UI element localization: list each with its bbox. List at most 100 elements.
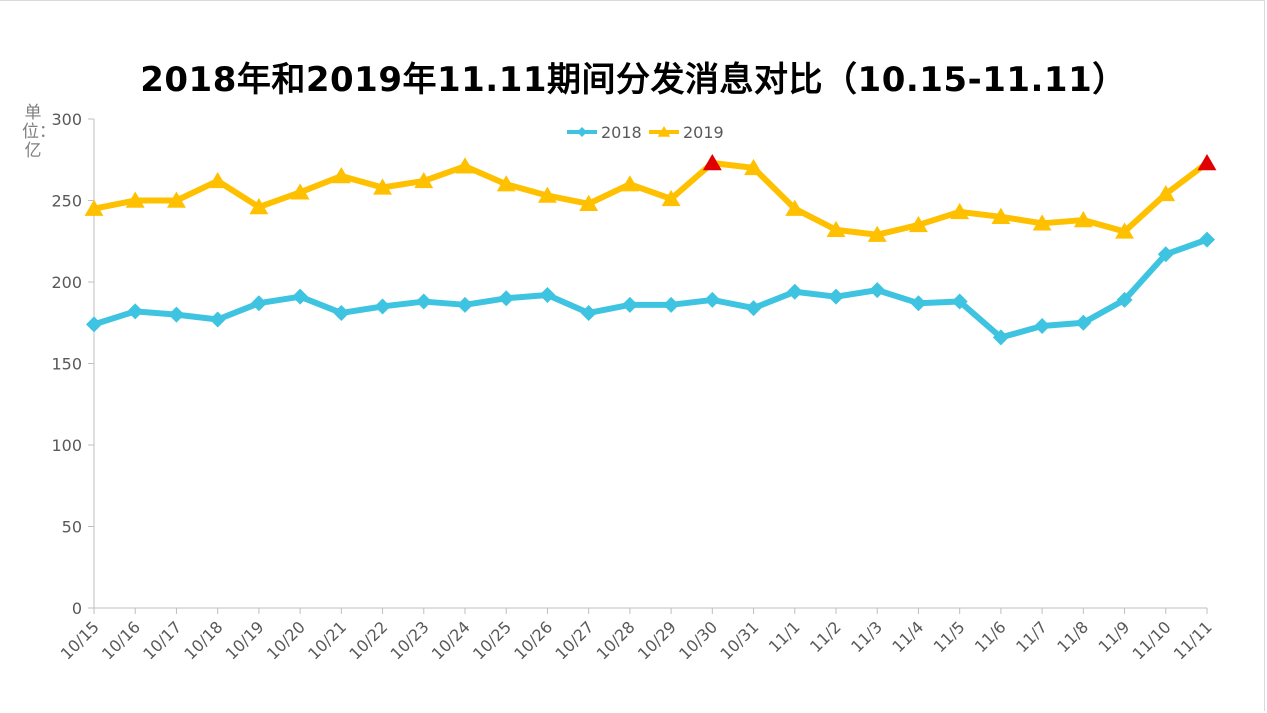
data-point-2019 [208, 171, 228, 189]
data-point-2018 [621, 296, 638, 313]
x-tick-label: 10/31 [716, 617, 762, 663]
x-tick-label: 11/1 [765, 617, 804, 656]
x-tick-label: 11/9 [1095, 617, 1134, 656]
data-point-2018 [1157, 246, 1174, 263]
x-tick-label: 11/6 [971, 617, 1010, 656]
data-point-2018 [828, 288, 844, 305]
data-point-2018 [127, 303, 144, 320]
x-tick-label: 10/21 [304, 617, 350, 663]
data-point-2019 [1197, 154, 1217, 171]
y-tick-label: 100 [51, 436, 82, 455]
data-point-2018 [704, 291, 721, 308]
data-point-2018 [580, 304, 597, 321]
data-point-2019 [496, 175, 516, 192]
x-tick-label: 10/30 [675, 617, 721, 663]
data-point-2018 [498, 290, 515, 307]
legend: 2018 2019 [567, 123, 724, 142]
data-point-2019 [950, 202, 970, 220]
y-tick-label: 250 [51, 192, 82, 211]
data-point-2019 [1032, 214, 1052, 231]
legend-label-2018: 2018 [601, 123, 642, 142]
data-point-2019 [1115, 222, 1135, 239]
x-tick-label: 10/28 [593, 617, 639, 663]
x-tick-label: 11/7 [1012, 617, 1051, 656]
data-point-2019 [908, 215, 928, 233]
x-tick-label: 11/3 [847, 617, 886, 656]
y-tick-label: 150 [51, 355, 82, 374]
x-tick-label: 10/17 [139, 617, 185, 663]
data-point-2019 [579, 194, 599, 211]
data-point-2018 [869, 282, 886, 299]
x-tick-label: 10/23 [387, 617, 433, 663]
axes: 05010015020025030010/1510/1610/1710/1810… [51, 110, 1215, 663]
x-tick-label: 11/10 [1129, 617, 1175, 663]
data-point-2019 [620, 175, 640, 192]
data-point-2018 [951, 293, 968, 310]
data-point-2019 [1156, 184, 1176, 202]
data-point-2018 [663, 296, 680, 313]
data-point-2019 [785, 199, 805, 216]
legend-marker-2018 [577, 127, 587, 137]
x-tick-label: 10/25 [469, 617, 515, 663]
data-point-2018 [1116, 291, 1133, 308]
y-tick-label: 300 [51, 110, 82, 129]
chart-title: 2018年和2019年11.11期间分发消息对比（10.15-11.11） [140, 60, 1127, 100]
y-tick-label: 200 [51, 273, 82, 292]
data-point-2018 [374, 298, 391, 315]
x-tick-label: 10/19 [222, 617, 268, 663]
data-point-2018 [333, 304, 350, 321]
data-point-2019 [290, 183, 310, 200]
x-tick-label: 10/22 [345, 617, 391, 663]
data-point-2019 [331, 167, 351, 184]
x-tick-label: 10/29 [634, 617, 680, 663]
data-point-2019 [166, 191, 186, 208]
data-point-2018 [786, 283, 803, 300]
data-point-2019 [991, 207, 1011, 224]
data-point-2018 [168, 306, 185, 323]
legend-label-2019: 2019 [683, 123, 724, 142]
data-point-2019 [867, 225, 887, 242]
x-tick-label: 11/5 [930, 617, 969, 656]
y-tick-label: 50 [62, 518, 82, 537]
data-point-2018 [910, 295, 927, 312]
x-tick-label: 11/11 [1170, 617, 1216, 663]
data-point-2018 [745, 300, 762, 317]
data-point-2018 [209, 311, 226, 328]
series-markers [84, 154, 1217, 346]
data-point-2018 [457, 296, 473, 313]
series-lines [91, 160, 1210, 341]
data-point-2019 [373, 178, 393, 195]
data-point-2018 [1075, 314, 1092, 331]
data-point-2019 [702, 154, 722, 171]
x-tick-label: 10/26 [510, 617, 556, 663]
data-point-2018 [250, 295, 267, 312]
x-tick-label: 11/4 [888, 617, 927, 656]
x-tick-label: 10/15 [57, 617, 103, 663]
data-point-2019 [661, 189, 681, 207]
data-point-2018 [415, 293, 432, 310]
legend-marker-2019 [657, 126, 671, 137]
data-point-2019 [414, 171, 434, 189]
series-line-2018 [91, 236, 1210, 341]
data-point-2019 [537, 186, 557, 203]
x-tick-label: 10/27 [551, 617, 597, 663]
data-point-2018 [1199, 231, 1215, 248]
data-point-2018 [992, 329, 1009, 346]
data-point-2018 [292, 288, 309, 305]
data-point-2019 [1073, 211, 1093, 228]
x-tick-label: 10/24 [428, 617, 474, 663]
data-point-2018 [1034, 318, 1051, 335]
data-point-2019 [455, 157, 475, 174]
data-point-2018 [86, 316, 102, 333]
x-tick-label: 11/2 [806, 617, 845, 656]
x-tick-label: 11/8 [1053, 617, 1092, 656]
data-point-2019 [826, 220, 846, 238]
series-line-2019 [91, 160, 1210, 238]
x-tick-label: 10/20 [263, 617, 309, 663]
data-point-2019 [125, 191, 145, 208]
data-point-2019 [84, 199, 104, 216]
y-tick-label: 0 [72, 599, 82, 618]
x-tick-label: 10/16 [98, 617, 144, 663]
